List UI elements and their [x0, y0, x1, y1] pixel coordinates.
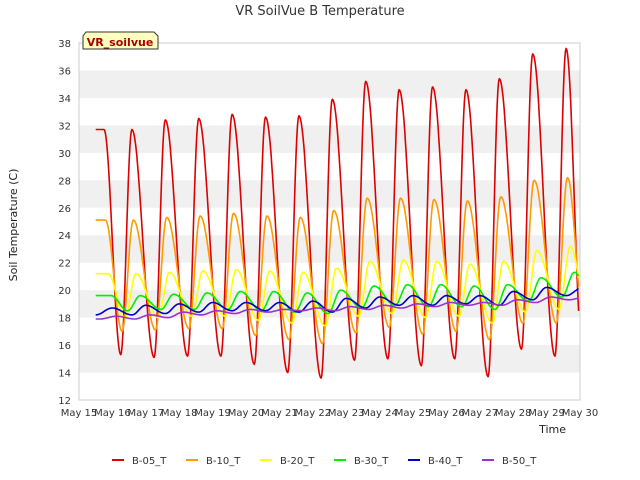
x-tick-label: May 28 — [495, 408, 532, 419]
x-tick-label: May 18 — [161, 408, 198, 419]
site-badge-box — [82, 31, 159, 50]
x-tick-label: May 20 — [228, 408, 265, 419]
y-tick-label: 12 — [58, 396, 71, 407]
y-tick-label: 30 — [58, 149, 71, 160]
series-line-b-10-t — [95, 176, 580, 345]
grid-band — [79, 180, 580, 208]
grid-band — [79, 345, 580, 373]
y-axis-ticks: 12 14 16 18 20 22 24 26 28 30 32 34 36 38 — [58, 39, 71, 407]
x-tick-label: May 25 — [395, 408, 432, 419]
y-tick-label: 28 — [58, 176, 71, 187]
y-tick-label: 14 — [58, 369, 71, 380]
legend-label: B-30_T — [354, 456, 389, 467]
x-tick-label: May 24 — [361, 408, 398, 419]
y-tick-label: 16 — [58, 341, 71, 352]
y-tick-label: 26 — [58, 204, 71, 215]
x-tick-label: May 29 — [528, 408, 565, 419]
y-tick-label: 38 — [58, 39, 71, 50]
legend-label: B-20_T — [280, 456, 315, 467]
x-tick-label: May 27 — [462, 408, 499, 419]
series-line-b-05-t — [95, 47, 580, 379]
legend-label: B-05_T — [132, 456, 167, 467]
x-tick-label: May 30 — [562, 408, 599, 419]
legend-item: B-40_T — [408, 456, 463, 467]
x-tick-label: May 17 — [128, 408, 165, 419]
y-tick-label: 20 — [58, 286, 71, 297]
series-line-b-30-t — [95, 271, 580, 315]
y-tick-label: 36 — [58, 66, 71, 77]
x-tick-label: May 21 — [261, 408, 298, 419]
y-tick-label: 22 — [58, 259, 71, 270]
plot-frame — [78, 42, 581, 401]
legend-item: B-30_T — [334, 456, 389, 467]
x-axis-label: Time — [538, 423, 566, 436]
legend-item: B-20_T — [260, 456, 315, 467]
x-tick-label: May 22 — [295, 408, 332, 419]
legend-label: B-50_T — [502, 456, 537, 467]
legend-item: B-50_T — [482, 456, 537, 467]
series-line-b-50-t — [95, 296, 579, 320]
x-tick-label: May 23 — [328, 408, 365, 419]
chart-title: VR SoilVue B Temperature — [235, 4, 404, 19]
y-tick-label: 18 — [58, 314, 71, 325]
y-tick-label: 34 — [58, 94, 71, 105]
legend-label: B-40_T — [428, 456, 463, 467]
x-tick-label: May 26 — [428, 408, 465, 419]
site-badge: VR_soilvue — [82, 31, 159, 50]
legend: B-05_T B-10_T B-20_T B-30_T B-40_T B-50_T — [112, 456, 537, 467]
grid-band — [79, 70, 580, 98]
y-tick-label: 24 — [58, 231, 71, 242]
site-badge-label: VR_soilvue — [87, 36, 154, 49]
x-tick-label: May 19 — [194, 408, 231, 419]
x-tick-label: May 15 — [61, 408, 98, 419]
series-line-b-20-t — [95, 245, 580, 327]
x-tick-label: May 16 — [94, 408, 131, 419]
legend-item: B-05_T — [112, 456, 167, 467]
series-lines — [95, 47, 580, 379]
legend-item: B-10_T — [186, 456, 241, 467]
y-tick-label: 32 — [58, 121, 71, 132]
legend-label: B-10_T — [206, 456, 241, 467]
y-axis-label: Soil Temperature (C) — [7, 169, 20, 282]
